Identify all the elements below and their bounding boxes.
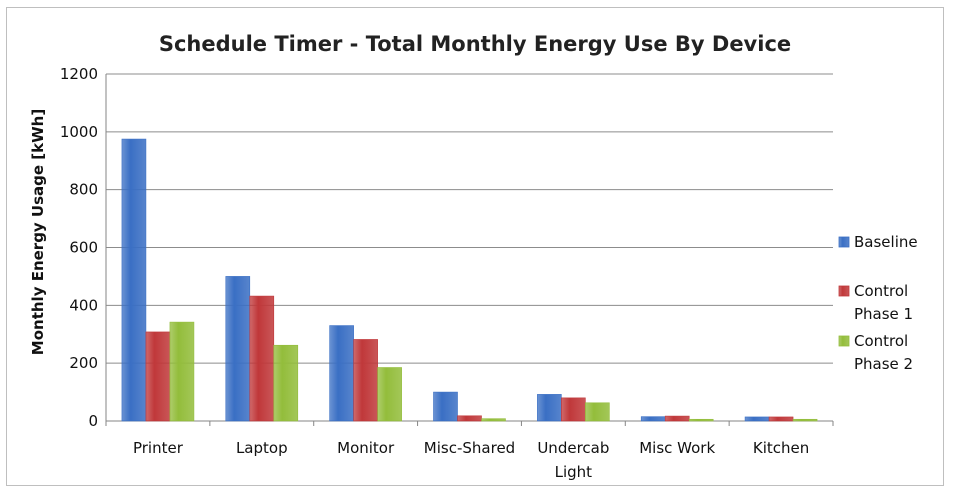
bar: [121, 138, 147, 422]
legend-swatch: [838, 335, 850, 347]
chart-title: Schedule Timer - Total Monthly Energy Us…: [159, 32, 791, 56]
bar: [768, 416, 794, 422]
x-tick-label: Printer: [133, 439, 184, 457]
y-tick-label: 800: [69, 181, 98, 199]
x-tick-label: Misc-Shared: [424, 439, 515, 457]
x-tick-label: Kitchen: [753, 439, 809, 457]
bar: [377, 367, 402, 422]
chart-frame: Schedule Timer - Total Monthly Energy Us…: [6, 7, 944, 486]
chart-svg: Schedule Timer - Total Monthly Energy Us…: [29, 32, 918, 481]
x-tick-label: Monitor: [337, 439, 395, 457]
x-tick-label: Undercab: [537, 439, 609, 457]
bar: [353, 339, 378, 422]
bar: [273, 344, 299, 422]
bar: [664, 415, 690, 422]
legend-label: Control: [854, 282, 908, 300]
x-tick-label: Laptop: [236, 439, 288, 457]
bar: [225, 276, 251, 422]
legend-swatch: [838, 236, 850, 248]
bar: [145, 331, 171, 422]
y-tick-label: 1200: [60, 65, 98, 83]
bar: [561, 397, 586, 422]
y-tick-label: 600: [69, 239, 98, 257]
legend-label: Control: [854, 332, 908, 350]
bar: [329, 325, 354, 422]
bar: [792, 418, 818, 422]
y-tick-label: 200: [69, 354, 98, 372]
y-tick-label: 400: [69, 296, 98, 314]
bar: [537, 394, 562, 422]
bar: [249, 295, 275, 422]
bar: [640, 416, 666, 422]
x-tick-label: Misc Work: [639, 439, 715, 457]
bar: [688, 418, 714, 422]
bar: [169, 321, 195, 422]
bar: [433, 391, 458, 422]
legend-label: Phase 1: [854, 305, 913, 323]
legend-label: Baseline: [854, 233, 918, 251]
legend-label: Phase 2: [854, 355, 913, 373]
bar: [744, 416, 770, 422]
bar: [457, 415, 482, 422]
y-tick-label: 0: [88, 412, 98, 430]
y-axis-label: Monthly Energy Usage [kWh]: [29, 109, 47, 355]
x-tick-label: Light: [555, 463, 593, 481]
bar: [585, 402, 610, 422]
bar: [481, 418, 506, 422]
y-tick-label: 1000: [60, 123, 98, 141]
legend-swatch: [838, 285, 850, 297]
